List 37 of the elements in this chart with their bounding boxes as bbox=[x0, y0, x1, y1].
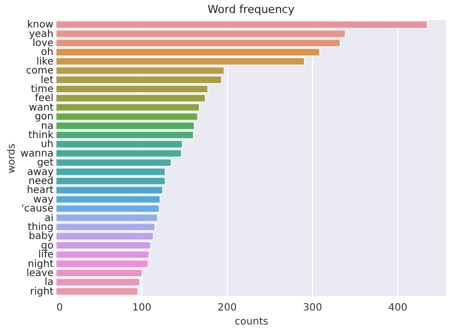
x-axis-title: counts bbox=[234, 316, 268, 328]
x-tick-label: 400 bbox=[388, 302, 408, 314]
y-axis-title: words bbox=[6, 144, 18, 174]
x-tick-label: 0 bbox=[56, 302, 63, 314]
y-tick-label: think bbox=[28, 130, 54, 141]
y-tick-label: let bbox=[40, 74, 54, 86]
y-tick-label: time bbox=[30, 84, 54, 95]
chart-title: Word frequency bbox=[208, 3, 295, 16]
y-tick-label: away bbox=[27, 166, 54, 178]
y-tick-label: uh bbox=[40, 139, 54, 150]
y-tick-label: like bbox=[36, 56, 54, 68]
y-tick-label: life bbox=[38, 250, 54, 261]
y-tick-label: feel bbox=[34, 93, 54, 104]
y-tick-label: night bbox=[28, 258, 54, 270]
x-tick-label: 300 bbox=[302, 302, 322, 314]
y-tick-label: leave bbox=[26, 268, 54, 279]
y-tick-label: ai bbox=[44, 212, 54, 224]
y-tick-label: heart bbox=[26, 185, 54, 196]
y-tick-label: right bbox=[30, 286, 54, 298]
y-tick-label: go bbox=[41, 240, 54, 252]
y-tick-label: la bbox=[44, 277, 54, 288]
y-tick-label: baby bbox=[28, 231, 54, 242]
y-tick-label: wanna bbox=[20, 148, 54, 160]
y-tick-label: want bbox=[28, 102, 54, 114]
x-tick-label: 100 bbox=[132, 302, 152, 314]
y-tick-label: way bbox=[33, 194, 54, 206]
y-tick-label: thing bbox=[28, 222, 54, 233]
x-tick-label: 200 bbox=[218, 302, 237, 314]
y-tick-label: oh bbox=[41, 47, 54, 58]
y-tick-label: need bbox=[28, 176, 54, 187]
y-tick-label: know bbox=[27, 20, 54, 31]
y-tick-label: yeah bbox=[28, 28, 54, 40]
y-tick-label: get bbox=[37, 158, 54, 169]
y-tick-label: 'cause bbox=[21, 204, 54, 215]
y-tick-label: na bbox=[41, 120, 54, 132]
y-tick-label: love bbox=[32, 38, 54, 49]
y-tick-label: gon bbox=[34, 112, 54, 123]
